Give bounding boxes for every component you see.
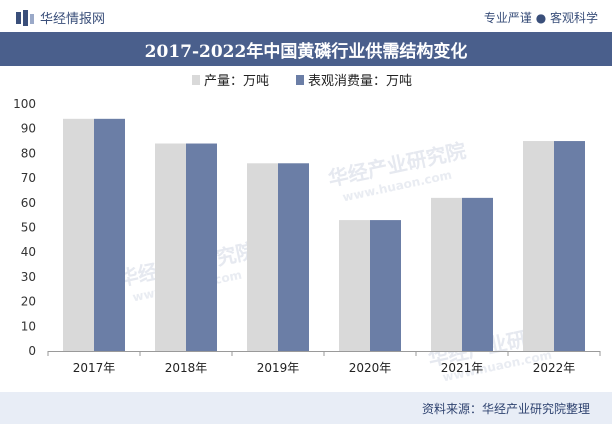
brand-name: 华经情报网 bbox=[40, 12, 106, 27]
bar-2020年-production bbox=[339, 220, 370, 351]
bars bbox=[63, 118, 585, 351]
bar-2022年-consumption bbox=[554, 141, 585, 351]
legend-swatch-2 bbox=[296, 75, 304, 85]
y-tick-label: 60 bbox=[21, 196, 36, 210]
y-tick-label: 40 bbox=[21, 245, 36, 259]
bar-2022年-production bbox=[523, 141, 554, 351]
tagline: 专业严谨 ● 客观科学 bbox=[483, 11, 598, 25]
x-tick-label: 2019年 bbox=[257, 361, 300, 375]
bar-2018年-consumption bbox=[186, 143, 217, 351]
y-tick-label: 80 bbox=[21, 146, 36, 160]
legend-swatch-1 bbox=[192, 75, 200, 85]
y-tick-label: 10 bbox=[21, 319, 36, 333]
source-note: 资料来源：华经产业研究院整理 bbox=[421, 402, 590, 416]
legend: 产量：万吨 表观消费量：万吨 bbox=[192, 74, 412, 89]
x-tick-label: 2017年 bbox=[73, 361, 116, 375]
title-bar: 2017-2022年中国黄磷行业供需结构变化 bbox=[0, 32, 612, 66]
bar-2017年-consumption bbox=[94, 118, 125, 351]
y-tick-label: 70 bbox=[21, 171, 36, 185]
bar-2019年-consumption bbox=[278, 163, 309, 351]
legend-label-2: 表观消费量：万吨 bbox=[308, 74, 412, 89]
x-tick-label: 2021年 bbox=[441, 361, 484, 375]
y-tick-label: 30 bbox=[21, 270, 36, 284]
bar-2017年-production bbox=[63, 118, 94, 351]
bar-2019年-production bbox=[247, 163, 278, 351]
brand-logo-icon bbox=[16, 9, 34, 26]
y-tick-label: 0 bbox=[28, 344, 36, 358]
header-bar: 华经情报网 专业严谨 ● 客观科学 bbox=[0, 0, 612, 32]
chart-title: 2017-2022年中国黄磷行业供需结构变化 bbox=[144, 41, 468, 62]
bar-2021年-production bbox=[431, 197, 462, 351]
x-axis: 2017年 2018年 2019年 2020年 2021年 2022年 bbox=[47, 351, 601, 375]
footer-bar: 资料来源：华经产业研究院整理 bbox=[0, 392, 612, 424]
x-tick-label: 2022年 bbox=[533, 361, 576, 375]
x-tick-label: 2018年 bbox=[165, 361, 208, 375]
bar-2021年-consumption bbox=[462, 197, 493, 351]
y-tick-label: 50 bbox=[21, 221, 36, 235]
bar-2018年-production bbox=[155, 143, 186, 351]
bar-2020年-consumption bbox=[370, 220, 401, 351]
y-tick-label: 90 bbox=[21, 122, 36, 136]
y-axis: 0 10 20 30 40 50 60 70 80 90 100 bbox=[13, 97, 36, 358]
y-tick-label: 20 bbox=[21, 295, 36, 309]
brand: 华经情报网 bbox=[16, 8, 105, 27]
legend-label-1: 产量：万吨 bbox=[204, 74, 269, 89]
x-tick-label: 2020年 bbox=[349, 361, 392, 375]
y-tick-label: 100 bbox=[13, 97, 36, 111]
bar-chart: 华经产业研究院www.huaon.com华经产业研究院www.huaon.com… bbox=[13, 74, 601, 384]
